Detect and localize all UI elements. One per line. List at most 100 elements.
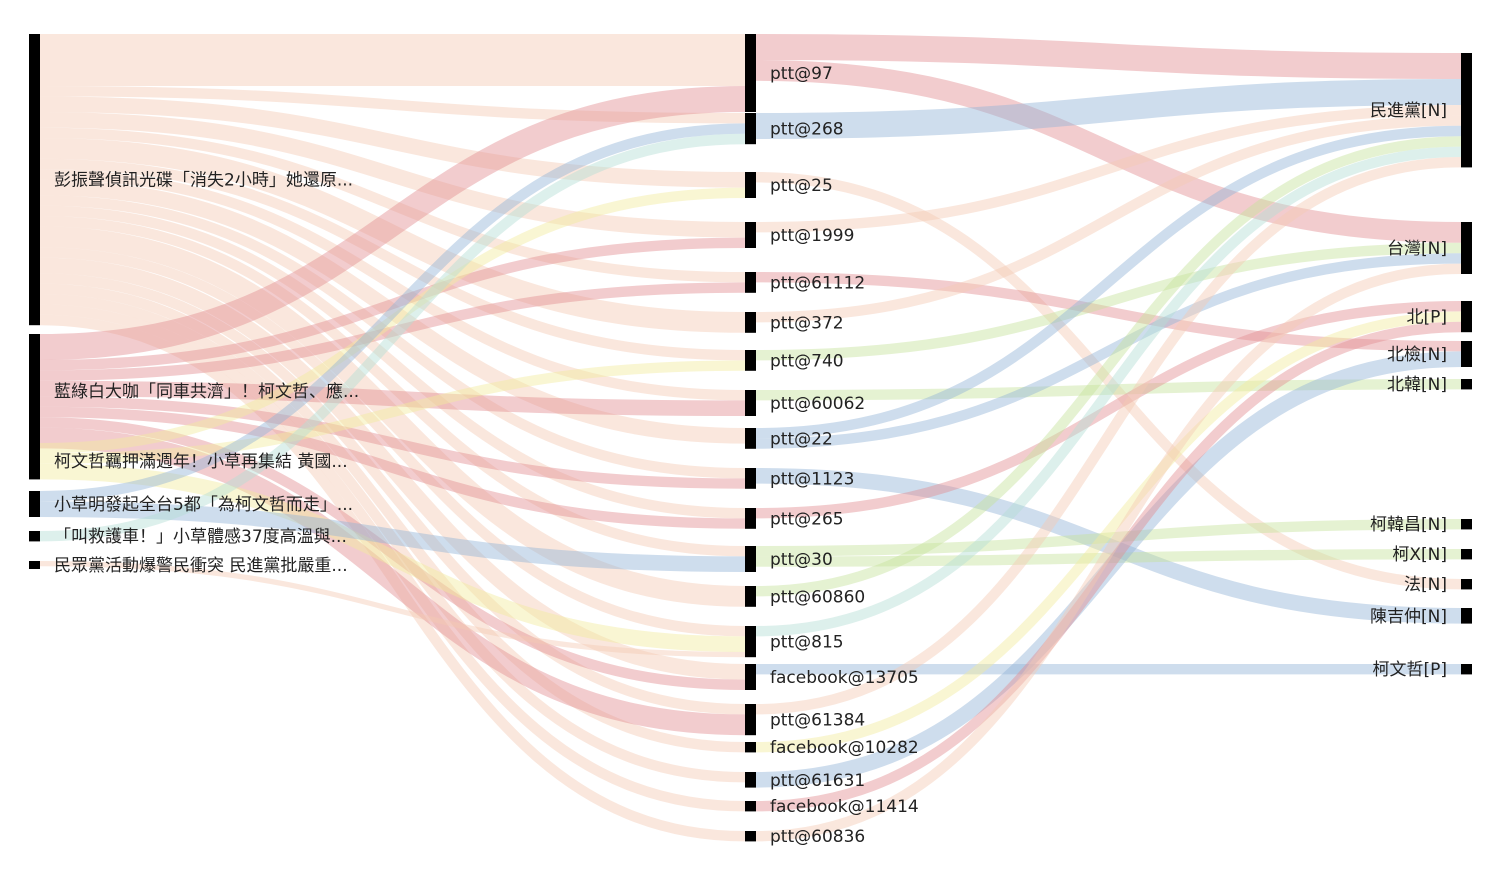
user-label[interactable]: ptt@61112	[770, 273, 865, 293]
entity-label[interactable]: 陳吉仲[N]	[1370, 607, 1447, 627]
user-label[interactable]: ptt@61384	[770, 711, 865, 731]
user-label[interactable]: ptt@30	[770, 550, 833, 570]
sankey-node[interactable]	[1461, 301, 1472, 333]
sankey-node[interactable]	[745, 508, 756, 529]
flow-link[interactable]	[39, 406, 746, 529]
sankey-node[interactable]	[1461, 519, 1472, 530]
article-label[interactable]: 民眾黨活動爆警民衝突 民進黨批嚴重...	[54, 556, 348, 576]
sankey-node[interactable]	[745, 312, 756, 333]
flow-link[interactable]	[39, 158, 746, 361]
flow-link[interactable]	[755, 272, 1462, 352]
sankey-node[interactable]	[745, 831, 756, 842]
sankey-node[interactable]	[745, 34, 756, 112]
sankey-node[interactable]	[1461, 608, 1472, 624]
entity-label[interactable]: 台灣[N]	[1387, 239, 1447, 259]
sankey-node[interactable]	[745, 704, 756, 736]
sankey-node[interactable]	[745, 742, 756, 753]
sankey-node[interactable]	[745, 626, 756, 658]
flow-link[interactable]	[39, 179, 746, 444]
flow-link[interactable]	[39, 427, 746, 736]
article-label[interactable]: 「叫救護車！」小草體感37度高溫與...	[54, 527, 347, 547]
entity-label[interactable]: 北韓[N]	[1387, 375, 1447, 395]
flow-link[interactable]	[39, 205, 746, 519]
flow-link[interactable]	[39, 86, 746, 124]
sankey-node[interactable]	[745, 350, 756, 371]
flow-link[interactable]	[39, 133, 746, 542]
entity-label[interactable]: 民進黨[N]	[1370, 101, 1447, 121]
sankey-node[interactable]	[745, 801, 756, 812]
flow-link[interactable]	[755, 253, 1462, 449]
user-label[interactable]: ptt@265	[770, 509, 844, 529]
sankey-node[interactable]	[745, 172, 756, 198]
sankey-node[interactable]	[29, 34, 40, 326]
flow-link[interactable]	[755, 105, 1462, 233]
flow-link[interactable]	[39, 501, 746, 572]
flow-link[interactable]	[39, 96, 746, 188]
flow-link[interactable]	[39, 294, 746, 783]
flow-link[interactable]	[39, 247, 746, 637]
flow-link[interactable]	[755, 34, 1462, 79]
flow-link[interactable]	[39, 282, 746, 381]
flow-link[interactable]	[755, 125, 1462, 439]
flow-link[interactable]	[39, 216, 746, 557]
flow-link[interactable]	[755, 172, 1462, 590]
flow-link[interactable]	[39, 187, 746, 454]
sankey-node[interactable]	[745, 772, 756, 788]
user-label[interactable]: ptt@268	[770, 120, 844, 140]
flow-link[interactable]	[39, 417, 746, 690]
flow-link[interactable]	[755, 321, 1462, 812]
flow-link[interactable]	[39, 304, 746, 812]
flow-link[interactable]	[755, 379, 1462, 401]
user-label[interactable]: ptt@815	[770, 633, 844, 653]
sankey-node[interactable]	[29, 334, 40, 449]
flow-link[interactable]	[39, 237, 746, 371]
user-label[interactable]: ptt@740	[770, 351, 844, 371]
entity-label[interactable]: 北檢[N]	[1387, 345, 1447, 365]
flow-link[interactable]	[39, 127, 746, 283]
sankey-node[interactable]	[745, 222, 756, 248]
sankey-node[interactable]	[745, 664, 756, 690]
sankey-node[interactable]	[29, 443, 40, 480]
sankey-node[interactable]	[1461, 341, 1472, 367]
flow-link[interactable]	[39, 169, 746, 401]
user-label[interactable]: ptt@97	[770, 64, 833, 84]
user-label[interactable]: ptt@60836	[770, 827, 865, 847]
flow-link[interactable]	[39, 138, 746, 333]
flow-link[interactable]	[39, 396, 746, 489]
entity-label[interactable]: 柯X[N]	[1392, 545, 1447, 565]
flow-link[interactable]	[755, 301, 1462, 519]
flow-link[interactable]	[755, 79, 1462, 139]
flow-link[interactable]	[755, 157, 1462, 715]
flow-link[interactable]	[39, 561, 746, 658]
article-label[interactable]: 小草明發起全台5都「為柯文哲而走」...	[54, 495, 353, 515]
flow-link[interactable]	[39, 380, 746, 416]
article-label[interactable]: 彭振聲偵訊光碟「消失2小時」她還原...	[54, 171, 353, 191]
flow-link[interactable]	[39, 112, 746, 238]
flow-link[interactable]	[39, 314, 746, 842]
entity-label[interactable]: 北[P]	[1406, 308, 1447, 328]
user-label[interactable]: ptt@61631	[770, 771, 865, 791]
sankey-node[interactable]	[1461, 222, 1472, 274]
flow-link[interactable]	[39, 463, 746, 652]
sankey-node[interactable]	[745, 468, 756, 489]
user-label[interactable]: ptt@60062	[770, 394, 865, 414]
sankey-node[interactable]	[29, 531, 40, 542]
flow-link[interactable]	[39, 360, 746, 464]
sankey-node[interactable]	[745, 428, 756, 449]
sankey-node[interactable]	[745, 272, 756, 293]
flow-link[interactable]	[755, 311, 1462, 753]
article-label[interactable]: 柯文哲羈押滿週年！小草再集結 黃國...	[54, 452, 348, 472]
sankey-node[interactable]	[1461, 379, 1472, 390]
flow-link[interactable]	[755, 468, 1462, 624]
flow-link[interactable]	[39, 283, 746, 753]
flow-link[interactable]	[39, 123, 746, 502]
user-label[interactable]: ptt@1123	[770, 469, 854, 489]
sankey-node[interactable]	[1461, 549, 1472, 560]
sankey-node[interactable]	[29, 561, 40, 569]
user-label[interactable]: ptt@60860	[770, 587, 865, 607]
flow-link[interactable]	[755, 519, 1462, 557]
flow-link[interactable]	[755, 351, 1462, 788]
sankey-node[interactable]	[1461, 53, 1472, 168]
user-label[interactable]: facebook@13705	[770, 668, 919, 688]
flow-link[interactable]	[755, 263, 1462, 842]
